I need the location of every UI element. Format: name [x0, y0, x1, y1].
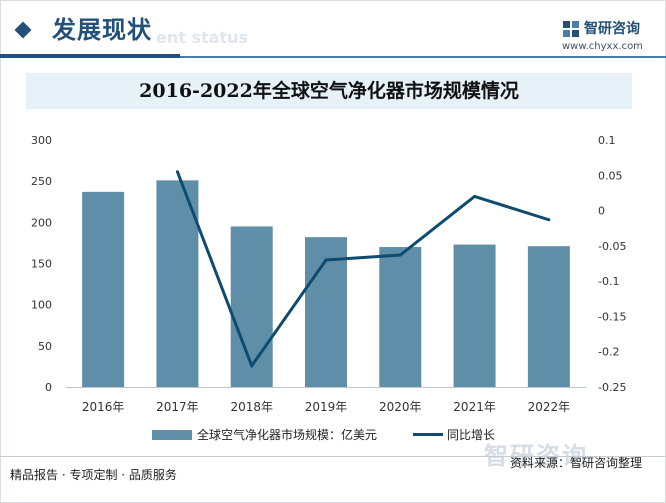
legend-label-market-size: 全球空气净化器市场规模：亿美元 — [197, 428, 378, 442]
bar-2016年 — [82, 191, 125, 387]
right-tick-label: 0.05 — [598, 169, 623, 182]
growth-point-2022年 — [547, 218, 551, 222]
growth-point-2017年 — [175, 170, 179, 174]
section-title: 发展现状 — [52, 16, 152, 44]
legend-label-growth: 同比增长 — [447, 428, 496, 442]
footer-slogan: 精品报告 · 专项定制 · 品质服务 — [10, 468, 177, 482]
growth-point-2018年 — [250, 364, 254, 368]
right-tick-label: 0.1 — [598, 134, 616, 147]
x-tick-label: 2017年 — [156, 400, 199, 414]
footer-rule — [0, 456, 666, 457]
left-tick-label: 250 — [31, 175, 52, 188]
right-tick-label: -0.1 — [598, 275, 619, 288]
left-tick-label: 100 — [31, 299, 52, 312]
legend-swatch-line — [413, 433, 443, 436]
section-subtitle: ent status — [156, 28, 248, 47]
left-tick-label: 200 — [31, 216, 52, 229]
header-rule-accent — [0, 54, 180, 58]
growth-point-2021年 — [473, 194, 477, 198]
legend-swatch-bar — [152, 430, 192, 440]
growth-line — [176, 171, 550, 368]
right-tick-label: 0 — [598, 205, 605, 218]
left-tick-label: 50 — [38, 340, 52, 353]
bar-2022年 — [527, 246, 570, 387]
x-tick-label: 2018年 — [230, 400, 273, 414]
x-tick-label: 2019年 — [305, 400, 348, 414]
left-tick-label: 0 — [45, 381, 52, 394]
bar-2018年 — [230, 226, 273, 387]
brand-url: www.chyxx.com — [562, 41, 643, 52]
right-tick-label: -0.25 — [598, 381, 626, 394]
data-source: 资料来源：智研咨询整理 — [510, 456, 643, 470]
header-rule — [0, 56, 666, 58]
x-tick-label: 2020年 — [379, 400, 422, 414]
brand-name: 智研咨询 — [584, 21, 640, 37]
growth-point-2019年 — [324, 258, 328, 262]
x-tick-label: 2021年 — [453, 400, 496, 414]
right-tick-label: -0.05 — [598, 240, 626, 253]
right-tick-label: -0.2 — [598, 346, 619, 359]
bar-2020年 — [379, 247, 422, 387]
growth-point-2020年 — [398, 253, 402, 257]
chart-title-band — [26, 73, 632, 109]
page-header: ent status 发展现状 智研咨询 www.chyxx.com — [0, 0, 666, 62]
brand-logo-icon — [563, 21, 579, 37]
chart-title: 2016-2022年全球空气净化器市场规模情况 — [139, 80, 519, 102]
bar-2017年 — [156, 180, 199, 387]
right-tick-label: -0.15 — [598, 310, 626, 323]
left-tick-label: 300 — [31, 134, 52, 147]
left-tick-label: 150 — [31, 258, 52, 271]
x-tick-label: 2022年 — [528, 400, 571, 414]
bar-2021年 — [453, 244, 496, 387]
x-tick-label: 2016年 — [82, 400, 125, 414]
